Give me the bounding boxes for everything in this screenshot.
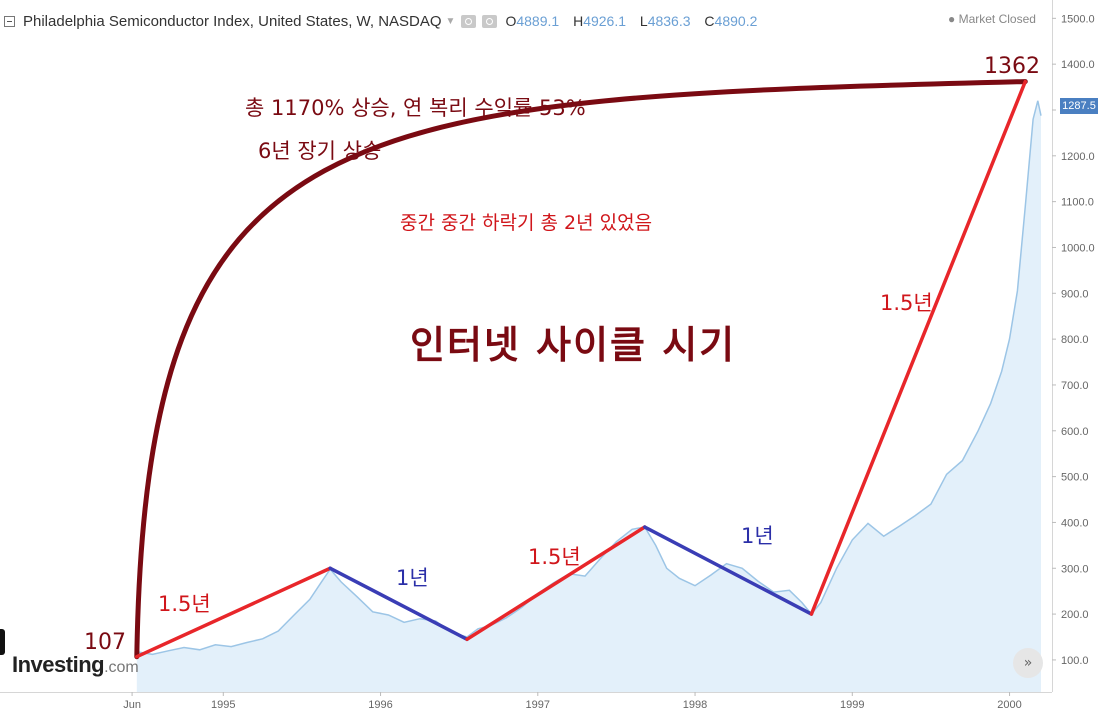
y-tick-label: 1200.0 <box>1061 151 1095 163</box>
segment-label-down-1: 1년 <box>396 566 429 590</box>
chart-title: Philadelphia Semiconductor Index, United… <box>23 12 442 30</box>
trend-segment-up <box>809 79 1028 616</box>
y-axis-panel[interactable] <box>1052 0 1099 715</box>
trend-overlay <box>134 79 1028 660</box>
main-title: 인터넷 사이클 시기 <box>410 323 737 367</box>
open-value: 4889.1 <box>516 13 560 29</box>
side-handle[interactable] <box>0 629 5 655</box>
segment-label-up-2: 1.5년 <box>528 545 581 569</box>
y-tick-label: 1100.0 <box>1061 197 1094 209</box>
y-tick-label: 100.0 <box>1061 655 1089 667</box>
close-value: 4890.2 <box>714 13 758 29</box>
trend-segment-up <box>465 525 647 642</box>
segment-label-up-1: 1.5년 <box>158 592 211 616</box>
trend-segment-up <box>135 566 332 659</box>
scroll-to-latest-button[interactable]: » <box>1013 648 1043 678</box>
ohlc-readout: O4889.1 H4926.1 L4836.3 C4890.2 <box>505 13 767 29</box>
chevron-down-icon[interactable]: ▼ <box>445 15 456 27</box>
low-value: 4836.3 <box>647 13 691 29</box>
open-label: O <box>505 13 517 29</box>
plot-area <box>136 100 1042 693</box>
market-status: ● Market Closed <box>948 12 1036 26</box>
y-tick-label: 500.0 <box>1061 472 1089 484</box>
y-tick-label: 300.0 <box>1061 563 1089 575</box>
high-value: 4926.1 <box>583 13 627 29</box>
low-label: L <box>639 13 648 29</box>
y-tick-label: 600.0 <box>1061 426 1089 438</box>
x-tick-label: 1997 <box>526 699 550 711</box>
long-term-trend-curve <box>134 79 1028 660</box>
price-line <box>136 100 1042 656</box>
y-tick-label: 400.0 <box>1061 517 1089 529</box>
eye-icon[interactable] <box>461 14 477 28</box>
x-tick-label: 1998 <box>683 699 707 711</box>
close-label: C <box>704 13 715 29</box>
x-tick-label: 1995 <box>211 699 235 711</box>
high-label: H <box>573 13 584 29</box>
y-tick-label: 1500.0 <box>1061 13 1095 25</box>
trend-segment-down <box>328 566 469 642</box>
x-tick-label: 1999 <box>840 699 864 711</box>
price-area <box>136 100 1042 693</box>
corrections-note: 중간 중간 하락기 총 2년 있었음 <box>400 212 653 234</box>
summary-line-1: 총 1170% 상승, 연 복리 수익률 53% <box>245 96 586 120</box>
x-axis-panel[interactable] <box>0 692 1099 715</box>
last-price-tag: 1287.5 <box>1060 98 1098 114</box>
settings-icon[interactable] <box>482 14 498 28</box>
investing-logo: Investing.com <box>12 652 139 678</box>
y-tick-label: 1400.0 <box>1061 59 1095 71</box>
x-tick-label: 1996 <box>368 699 392 711</box>
y-tick-label: 200.0 <box>1061 609 1089 621</box>
peak-value-label: 1362 <box>984 54 1040 79</box>
y-tick-label: 900.0 <box>1061 288 1089 300</box>
x-tick-label: 2000 <box>997 699 1021 711</box>
collapse-icon[interactable] <box>4 15 15 27</box>
y-tick-label: 800.0 <box>1061 334 1089 346</box>
y-tick-label: 700.0 <box>1061 380 1089 392</box>
logo-suffix: .com <box>104 659 139 676</box>
segment-label-up-3: 1.5년 <box>880 291 933 315</box>
summary-line-2: 6년 장기 상승 <box>258 139 382 163</box>
trend-segment-down <box>642 525 814 616</box>
start-value-label: 107 <box>84 630 126 655</box>
logo-main: Investing <box>12 652 105 677</box>
y-tick-label: 1000.0 <box>1061 242 1095 254</box>
chart-header: Philadelphia Semiconductor Index, United… <box>4 10 768 32</box>
x-tick-label: Jun <box>123 699 141 711</box>
segment-label-down-2: 1년 <box>741 524 774 548</box>
